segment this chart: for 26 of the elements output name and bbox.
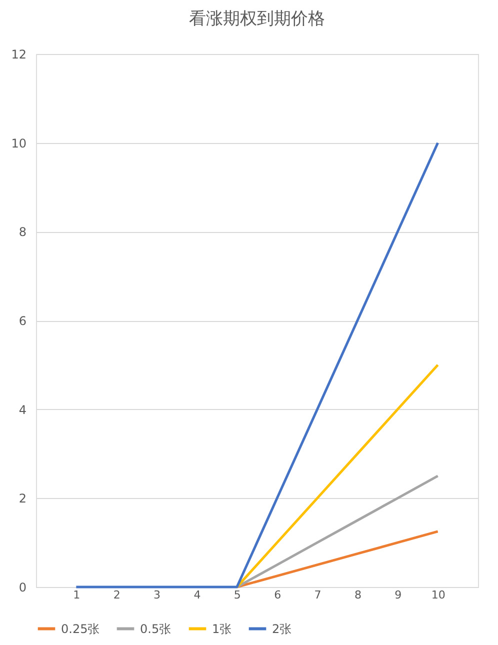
y-tick-label: 12 bbox=[11, 48, 26, 62]
y-tick-label: 10 bbox=[11, 136, 26, 150]
line-series bbox=[74, 142, 440, 588]
x-tick-label: 10 bbox=[431, 588, 446, 602]
x-tick-label: 7 bbox=[314, 588, 322, 602]
y-tick-label: 0 bbox=[18, 580, 26, 594]
line-series bbox=[236, 474, 440, 588]
legend-label: 2张 bbox=[272, 622, 292, 636]
x-tick-label: 8 bbox=[354, 588, 362, 602]
legend-label: 1张 bbox=[212, 622, 232, 636]
legend-label: 0.5张 bbox=[140, 622, 172, 636]
chart-title: 看涨期权到期价格 bbox=[189, 9, 325, 29]
x-tick-label: 3 bbox=[154, 588, 161, 602]
x-tick-label: 9 bbox=[394, 588, 402, 602]
line-series bbox=[236, 530, 440, 588]
x-tick-label: 4 bbox=[194, 588, 201, 602]
x-tick-label: 6 bbox=[274, 588, 282, 602]
y-tick-label: 4 bbox=[18, 402, 26, 417]
x-tick-label: 1 bbox=[73, 588, 80, 602]
x-tick-label: 2 bbox=[113, 588, 120, 602]
line-series bbox=[236, 364, 440, 588]
y-tick-label: 8 bbox=[18, 225, 26, 240]
legend-label: 0.25张 bbox=[61, 622, 100, 636]
x-tick-label: 5 bbox=[234, 588, 241, 602]
y-tick-label: 2 bbox=[18, 492, 26, 506]
y-tick-label: 6 bbox=[18, 314, 26, 328]
